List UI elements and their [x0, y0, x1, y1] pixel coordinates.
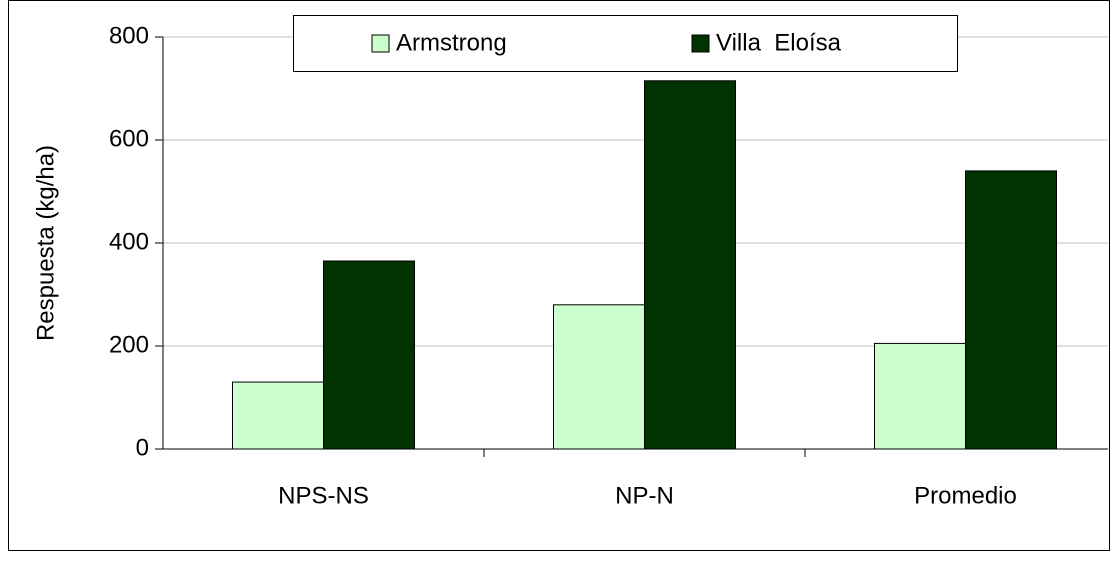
legend-swatch [371, 34, 390, 53]
y-tick-label: 0 [136, 434, 149, 461]
legend-swatch [691, 34, 710, 53]
legend-label: Villa Eloísa [716, 29, 842, 56]
bar [965, 170, 1057, 450]
bar [232, 381, 324, 450]
y-tick-label: 200 [109, 331, 149, 358]
x-tick-label: Promedio [914, 482, 1017, 509]
chart-frame [8, 0, 1110, 551]
y-tick-label: 800 [109, 22, 149, 49]
y-axis-label: Respuesta (kg/ha) [32, 145, 59, 341]
legend-label: Armstrong [396, 29, 507, 56]
legend-box [293, 15, 958, 72]
y-tick-label: 600 [109, 125, 149, 152]
x-tick-label: NPS-NS [278, 482, 369, 509]
bar [323, 260, 415, 450]
bar [553, 304, 645, 450]
bar [874, 342, 966, 450]
x-tick-label: NP-N [615, 482, 674, 509]
bar [644, 80, 736, 450]
y-tick-label: 400 [109, 228, 149, 255]
